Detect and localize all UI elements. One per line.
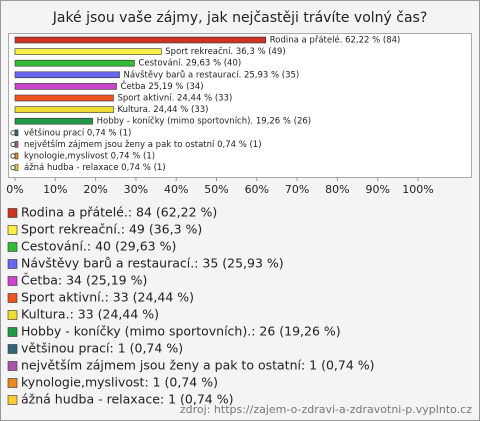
legend-swatch	[7, 310, 18, 320]
data-label: Hobby - koníčky (mimo sportovních). 19,2…	[97, 116, 312, 127]
x-tick-label: 60%	[245, 183, 269, 196]
legend-label: Četba: 34 (25,19 %)	[21, 273, 147, 288]
legend-label: kynologie,myslivost: 1 (0,74 %)	[21, 375, 218, 390]
data-label: Cestování. 29,63 % (40)	[138, 59, 241, 69]
legend-swatch	[7, 361, 18, 371]
x-tick-label: 0%	[6, 183, 23, 196]
bar	[14, 36, 267, 44]
bar	[14, 94, 114, 102]
bar	[14, 71, 120, 79]
data-label: většinou prací 0,74 % (1)	[24, 127, 131, 138]
data-label: Rodina a přátelé. 62,22 % (84)	[270, 35, 401, 46]
legend-swatch	[7, 327, 18, 337]
legend-label: největším zájmem jsou ženy a pak to osta…	[21, 358, 375, 373]
legend-swatch	[7, 293, 18, 303]
data-label: Návštěvy barů a restaurací. 25,93 % (35)	[123, 69, 299, 80]
legend-swatch	[7, 259, 18, 269]
legend-swatch	[7, 276, 18, 286]
plot-area	[8, 33, 472, 178]
x-tick-label: 70%	[285, 183, 309, 196]
legend-swatch	[7, 344, 18, 354]
bar	[14, 83, 117, 90]
legend-label: ážná hudba - relaxace: 1 (0,74 %)	[21, 392, 233, 407]
legend-swatch	[7, 208, 18, 218]
legend-label: Rodina a přátelé.: 84 (62,22 %)	[21, 205, 217, 220]
x-tick-label: 90%	[365, 183, 389, 196]
x-tick-label: 50%	[204, 183, 228, 196]
x-tick-label: 40%	[164, 183, 188, 196]
data-label: Četba 25,19 % (34)	[121, 80, 204, 92]
legend-swatch	[7, 242, 18, 252]
label-marker	[10, 130, 16, 136]
legend-swatch	[7, 378, 18, 388]
data-label: kynologie,myslivost 0,74 % (1)	[24, 152, 155, 162]
x-tick-label: 80%	[325, 183, 349, 196]
legend-label: Kultura.: 33 (24,44 %)	[21, 307, 159, 322]
data-label: Sport aktivní. 24,44 % (33)	[117, 94, 232, 104]
x-tick-label: 100%	[402, 183, 433, 196]
bar	[14, 117, 93, 125]
label-marker	[10, 141, 16, 147]
legend-label: Návštěvy barů a restaurací.: 35 (25,93 %…	[21, 256, 284, 271]
data-label: ážná hudba - relaxace 0,74 % (1)	[24, 163, 166, 173]
label-marker	[10, 165, 16, 171]
legend-swatch	[7, 395, 18, 405]
legend-label: Hobby - koníčky (mimo sportovních).: 26 …	[21, 324, 341, 339]
data-label: největším zájmem jsou ženy a pak to osta…	[24, 139, 262, 150]
legend-label: Cestování.: 40 (29,63 %)	[21, 239, 176, 254]
x-tick-label: 30%	[124, 183, 148, 196]
label-marker	[10, 153, 16, 159]
source: zdroj: https://zajem-o-zdravi-a-zdravotn…	[180, 403, 472, 416]
bar	[14, 48, 162, 55]
legend-label: Sport aktivní.: 33 (24,44 %)	[21, 290, 194, 305]
x-tick-label: 10%	[43, 183, 67, 196]
x-tick-label: 20%	[83, 183, 107, 196]
legend-swatch	[7, 225, 18, 235]
legend-label: většinou prací: 1 (0,74 %)	[21, 341, 183, 356]
data-label: Kultura. 24,44 % (33)	[117, 105, 208, 115]
legend-label: Sport rekreační.: 49 (36,3 %)	[21, 222, 202, 237]
chart-title: Jaké jsou vaše zájmy, jak nejčastěji trá…	[52, 10, 428, 26]
bar	[14, 106, 114, 113]
bar	[14, 59, 135, 67]
data-label: Sport rekreační. 36,3 % (49)	[165, 46, 285, 57]
